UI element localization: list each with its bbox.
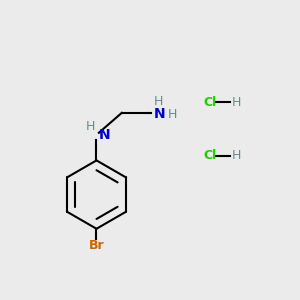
Text: H: H: [168, 108, 177, 121]
Text: Cl: Cl: [203, 96, 217, 109]
Text: H: H: [85, 120, 94, 133]
Text: N: N: [99, 128, 110, 142]
Text: H: H: [232, 96, 241, 109]
Text: H: H: [232, 149, 241, 162]
Text: Br: Br: [89, 238, 104, 252]
Text: Cl: Cl: [203, 149, 217, 162]
Text: N: N: [153, 107, 165, 121]
Text: H: H: [154, 95, 163, 108]
